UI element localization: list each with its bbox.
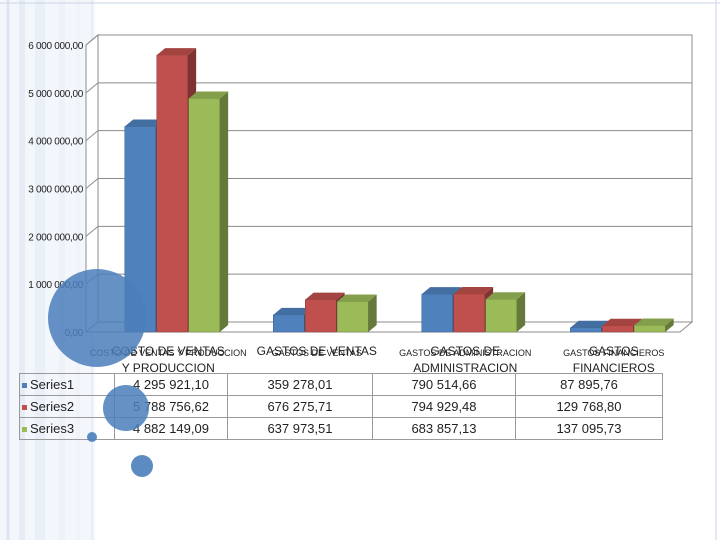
bar-series3-1 [188,91,229,333]
table-row: Series3 4 882 149,09 637 973,51 683 857,13 1… [19,417,663,440]
table-row: Series1 4 295 921,10 359 278,01 790 514,66 8… [19,373,663,396]
legend-swatch [22,405,27,411]
series-label: Series2 [19,395,115,418]
gridline [85,225,692,237]
bar-top [305,292,345,300]
y-tick-label: 0,00 [65,328,84,339]
table-cell: 4 882 149,09 [114,417,228,440]
bar-front [156,54,188,333]
table-cell: 5 788 756,62 [114,395,228,418]
bar-front [634,325,666,333]
series-name: Series1 [30,377,75,392]
x-category-label: GASTOS DE [430,344,500,358]
gridline [85,178,692,189]
bar-front [273,314,305,333]
bar-top [485,292,526,300]
bar-top [124,119,165,127]
bar-series3-4 [634,318,674,333]
table-cell: 790 514,66 [372,373,516,396]
y-tick-label: 3 000 000,00 [28,185,84,196]
table-cell: 637 973,51 [227,417,373,440]
table-cell: 359 278,01 [227,373,373,396]
bar-front [421,293,453,333]
bar-series3-3 [485,292,526,333]
series-name: Series2 [30,399,75,414]
table-cell: 676 275,71 [227,395,373,418]
gridlines [85,34,692,285]
bar-front [337,301,369,333]
gridline [85,34,692,46]
x-category-label-small: COSTO DE VENTAS Y PRODUCCION [90,348,247,358]
bar-front [453,293,485,333]
x-category-label-small: GASTOS DE ADMINISTRACION [399,348,531,358]
bar-top [602,318,642,326]
x-category-label-small: GASTOS FINANCIEROS [563,348,664,358]
x-category-label: ADMINISTRACION [413,361,517,375]
bar-top [188,91,229,99]
bar-side [516,292,526,332]
data-table: Series1 4 295 921,10 359 278,01 790 514,66 8… [19,373,663,440]
table-cell: 129 768,80 [515,395,663,418]
x-category-label: FINANCIEROS [573,361,655,375]
bar-side [219,91,229,332]
table-cell: 4 295 921,10 [114,373,228,396]
bar-front [570,327,602,333]
bar-side [665,318,674,332]
table-row: Series2 5 788 756,62 676 275,71 794 929,48 1… [19,395,663,418]
bar-front [602,325,634,333]
y-axis: 0,00 1 000 000,00 2 000 000,00 3 000 000,00… [28,41,84,339]
bar-top [273,307,313,315]
series-label: Series3 [19,417,115,440]
x-category-label: COSTO DE VENTAS [112,344,225,358]
gridline [85,130,692,142]
bar-top [156,48,197,56]
bar-top [337,294,377,302]
bar-front [485,299,517,333]
y-tick-label: 1 000 000,00 [28,280,84,291]
table-cell: 137 095,73 [515,417,663,440]
legend-swatch [22,383,27,389]
bar-front [124,126,156,333]
table-cell: 87 895,76 [515,373,663,396]
y-tick-label: 2 000 000,00 [28,232,84,243]
bar-top [453,286,494,294]
x-category-label-small: GASTOS DE VENTAS [272,348,362,358]
legend-swatch [22,427,27,433]
bar-side [368,294,377,332]
bar-front [305,299,337,333]
bar-front [188,98,220,333]
bar-top [634,318,674,326]
table-cell: 794 929,48 [372,395,516,418]
x-category-label: GASTOS DE VENTAS [257,344,377,358]
bar-series3-2 [337,294,377,333]
y-tick-label: 6 000 000,00 [28,41,84,52]
series-name: Series3 [30,421,75,436]
y-tick-label: 5 000 000,00 [28,89,84,100]
bar-top [570,320,610,328]
y-tick-label: 4 000 000,00 [28,137,84,148]
table-cell: 683 857,13 [372,417,516,440]
series-label: Series1 [19,373,115,396]
x-category-label: GASTOS [589,344,639,358]
bars [124,48,674,333]
bar-top [421,287,462,295]
gridline [85,82,692,94]
